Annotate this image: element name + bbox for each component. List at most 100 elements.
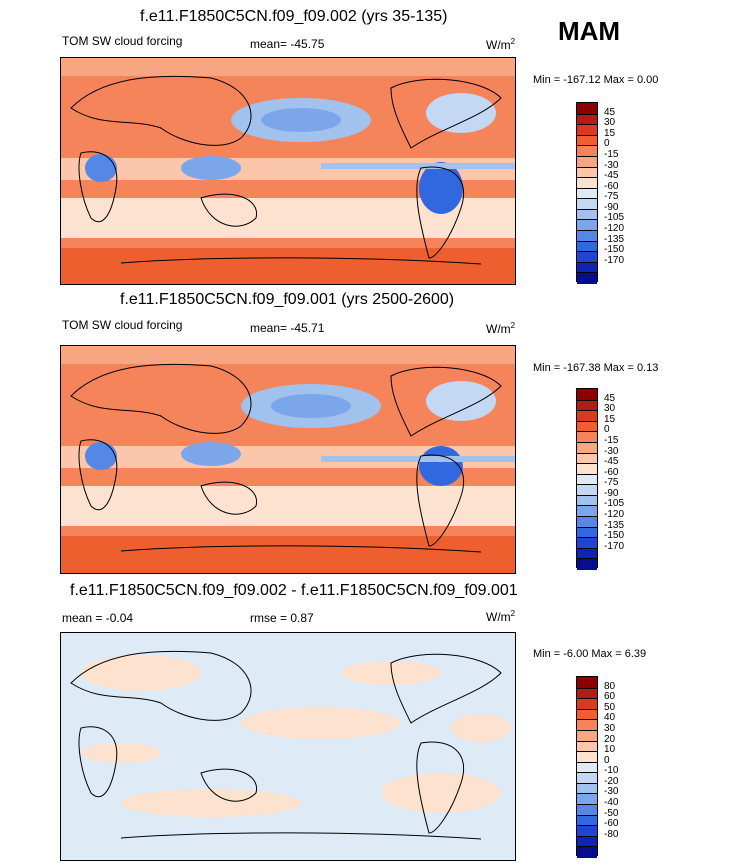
panel-2-map-canvas: [61, 346, 515, 573]
colorbar-label: 30: [604, 722, 616, 734]
panel-1-variable-label: TOM SW cloud forcing: [62, 34, 183, 48]
colorbar-swatch: [577, 846, 597, 858]
colorbar-label: 45: [604, 392, 616, 404]
colorbar-label: -135: [604, 519, 625, 531]
colorbar-swatch: [577, 208, 597, 221]
colorbar-swatch: [577, 547, 597, 560]
panel-3-coastlines: [70, 650, 502, 840]
colorbar-swatch: [577, 494, 597, 507]
colorbar-swatch: [577, 484, 597, 496]
colorbar-swatch: [577, 729, 597, 742]
colorbar-label: -40: [604, 797, 619, 809]
colorbar-label: 60: [604, 691, 616, 703]
colorbar-swatch: [577, 240, 597, 253]
colorbar-label: 80: [604, 680, 616, 692]
panel-3-units: W/m2: [486, 609, 516, 624]
panel-3-colorbar: [576, 676, 598, 858]
colorbar-swatch: [577, 219, 597, 232]
colorbar-swatch: [577, 261, 597, 274]
colorbar-swatch: [577, 251, 597, 263]
colorbar-swatch: [577, 452, 597, 465]
colorbar-swatch: [577, 698, 597, 710]
colorbar-label: 0: [604, 424, 610, 436]
colorbar-swatch: [577, 463, 597, 475]
colorbar-swatch: [577, 708, 597, 721]
colorbar-label: -105: [604, 498, 625, 510]
panel-1-map-canvas: [61, 58, 515, 284]
colorbar-label: -60: [604, 180, 619, 192]
panel-1-minmax: Min = -167.12 Max = 0.00: [533, 74, 659, 86]
colorbar-label: -170: [604, 540, 625, 552]
colorbar-swatch: [577, 272, 597, 284]
colorbar-label: 15: [604, 413, 616, 425]
colorbar-label: -60: [604, 818, 619, 830]
panel-1-map: [60, 57, 516, 285]
colorbar-swatch: [577, 134, 597, 147]
colorbar-swatch: [577, 473, 597, 486]
colorbar-label: -15: [604, 434, 619, 446]
colorbar-swatch: [577, 772, 597, 784]
colorbar-label: -90: [604, 201, 619, 213]
colorbar-swatch: [577, 198, 597, 210]
colorbar-label: -90: [604, 487, 619, 499]
colorbar-label: -45: [604, 456, 619, 468]
colorbar-swatch: [577, 677, 597, 688]
colorbar-label: -10: [604, 765, 619, 777]
colorbar-label: -60: [604, 466, 619, 478]
colorbar-swatch: [577, 687, 597, 700]
panel-1-title: f.e11.F1850C5CN.f09_f09.002 (yrs 35-135): [140, 8, 448, 25]
colorbar-label: -80: [604, 828, 619, 840]
colorbar-swatch: [577, 537, 597, 549]
panel-3-title: f.e11.F1850C5CN.f09_f09.002 - f.e11.F185…: [70, 582, 518, 599]
panel-3-map-canvas: [61, 633, 515, 860]
colorbar-swatch: [577, 389, 597, 400]
panel-2-colorbar: [576, 388, 598, 570]
colorbar-swatch: [577, 793, 597, 806]
colorbar-swatch: [577, 719, 597, 731]
colorbar-swatch: [577, 145, 597, 157]
colorbar-label: 50: [604, 701, 616, 713]
colorbar-swatch: [577, 825, 597, 837]
colorbar-swatch: [577, 410, 597, 422]
colorbar-label: -75: [604, 191, 619, 203]
colorbar-swatch: [577, 526, 597, 539]
colorbar-swatch: [577, 505, 597, 518]
colorbar-label: 10: [604, 744, 616, 756]
panel-3-mean-label: mean = -0.04: [62, 611, 134, 625]
colorbar-label: -135: [604, 233, 625, 245]
panel-1-colorbar-labels: 45 30 15 0 -15 -30 -45 -60 -75 -90 -105 -120 -135 -15…: [604, 102, 664, 282]
colorbar-swatch: [577, 558, 597, 570]
colorbar-label: -30: [604, 159, 619, 171]
colorbar-label: -105: [604, 212, 625, 224]
colorbar-swatch: [577, 761, 597, 774]
colorbar-label: 15: [604, 127, 616, 139]
colorbar-label: 30: [604, 403, 616, 415]
colorbar-label: -170: [604, 254, 625, 266]
colorbar-label: 0: [604, 138, 610, 150]
colorbar-swatch: [577, 420, 597, 433]
colorbar-swatch: [577, 431, 597, 443]
colorbar-swatch: [577, 166, 597, 179]
panel-2-units: W/m2: [486, 321, 516, 336]
colorbar-label: 45: [604, 106, 616, 118]
panel-2-colorbar-labels: 45 30 15 0 -15 -30 -45 -60 -75 -90 -105 -120 -135 -15…: [604, 388, 664, 568]
colorbar-label: -150: [604, 530, 625, 542]
colorbar-label: -120: [604, 509, 625, 521]
colorbar-swatch: [577, 230, 597, 242]
panel-2-mean-label: mean= -45.71: [250, 321, 325, 335]
panel-3-map: [60, 632, 516, 861]
colorbar-label: -30: [604, 786, 619, 798]
colorbar-swatch: [577, 835, 597, 848]
colorbar-label: -75: [604, 477, 619, 489]
colorbar-label: -50: [604, 807, 619, 819]
season-label: MAM: [558, 16, 621, 46]
colorbar-swatch: [577, 814, 597, 827]
colorbar-label: -20: [604, 775, 619, 787]
colorbar-swatch: [577, 804, 597, 816]
colorbar-label: -150: [604, 244, 625, 256]
panel-2-coastlines: [70, 363, 502, 553]
colorbar-label: -45: [604, 170, 619, 182]
panel-2-title: f.e11.F1850C5CN.f09_f09.001 (yrs 2500-26…: [120, 291, 455, 308]
colorbar-swatch: [577, 516, 597, 528]
colorbar-label: 40: [604, 712, 616, 724]
